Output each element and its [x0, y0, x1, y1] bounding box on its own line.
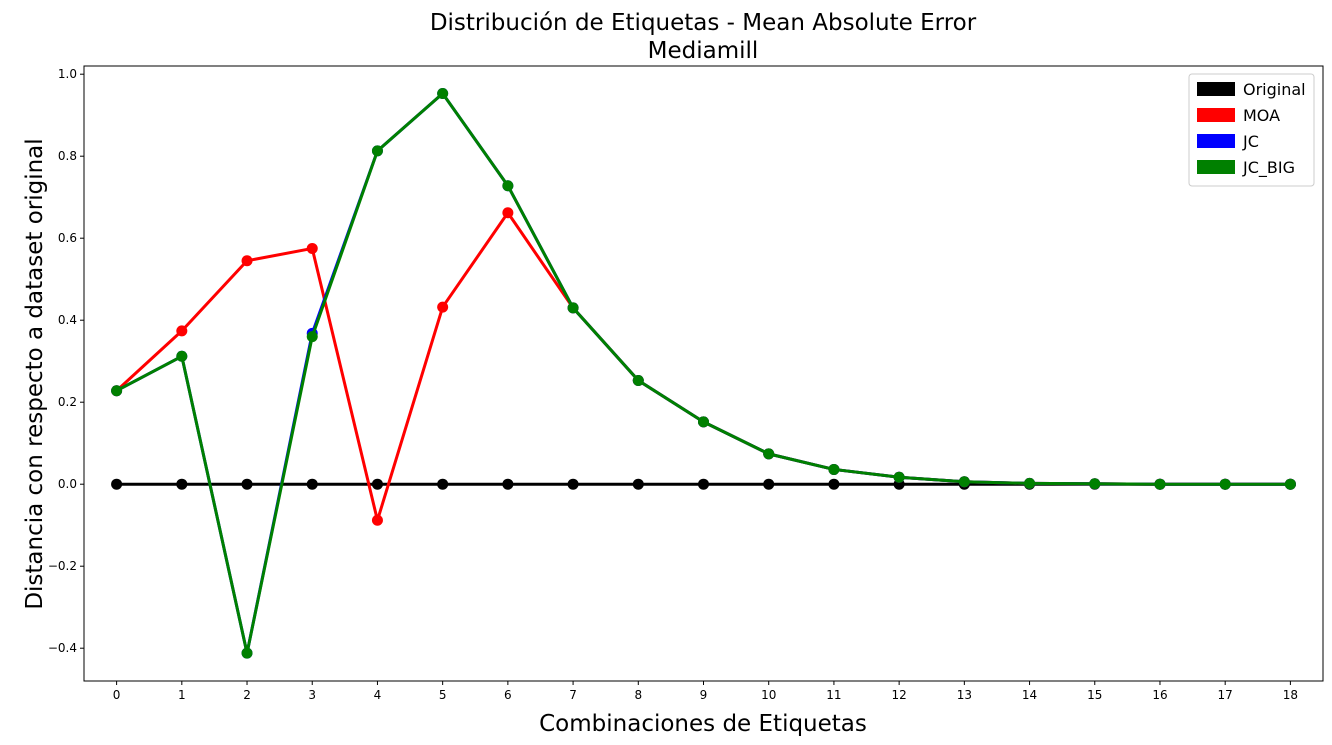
x-tick-label: 4 [374, 688, 382, 702]
y-axis-label: Distancia con respecto a dataset origina… [22, 138, 48, 609]
data-point [241, 478, 253, 490]
data-point [1284, 478, 1296, 490]
legend-swatch [1197, 134, 1235, 148]
data-point [176, 478, 188, 490]
data-point [567, 302, 579, 314]
x-tick-label: 0 [113, 688, 121, 702]
x-tick-label: 12 [891, 688, 906, 702]
x-tick-label: 18 [1283, 688, 1298, 702]
data-point [698, 478, 709, 490]
legend-item: JC_BIG [1197, 158, 1295, 178]
data-point [1089, 478, 1101, 490]
y-tick-label: 0.8 [58, 149, 77, 163]
data-point [828, 478, 840, 490]
data-point [502, 180, 514, 192]
x-tick-label: 10 [761, 688, 776, 702]
data-point [371, 514, 383, 526]
legend-label: JC_BIG [1242, 158, 1295, 178]
data-point [306, 242, 318, 254]
legend-item: MOA [1197, 106, 1280, 125]
data-point [1154, 478, 1166, 490]
y-tick-label: −0.4 [48, 641, 77, 655]
data-point [958, 476, 970, 488]
legend: Original MOA JC JC_BIG [1188, 73, 1315, 187]
data-point [502, 478, 514, 490]
legend-swatch [1197, 108, 1235, 122]
x-tick-label: 14 [1022, 688, 1037, 702]
x-tick-label: 15 [1087, 688, 1102, 702]
y-tick-label: 0.4 [58, 313, 77, 327]
legend-label: MOA [1243, 106, 1280, 125]
data-point [763, 448, 775, 460]
data-point [632, 478, 644, 490]
y-tick-label: 0.2 [58, 395, 77, 409]
x-axis: 0 1 2 3 4 5 6 7 8 9 10 11 12 13 14 15 16 17 18 [113, 681, 1298, 702]
x-tick-label: 11 [826, 688, 841, 702]
data-point [176, 350, 188, 362]
x-tick-label: 5 [439, 688, 447, 702]
legend-label: JC [1242, 132, 1259, 151]
x-tick-label: 3 [308, 688, 316, 702]
x-tick-label: 9 [700, 688, 708, 702]
x-tick-label: 2 [243, 688, 251, 702]
data-point [306, 478, 318, 490]
x-tick-label: 1 [178, 688, 186, 702]
data-point [437, 478, 449, 490]
data-point [437, 301, 449, 313]
data-point [698, 416, 709, 428]
data-point [371, 145, 383, 157]
data-point [893, 471, 905, 483]
data-point [502, 207, 514, 219]
x-tick-label: 7 [569, 688, 577, 702]
y-axis: −0.4 −0.2 0.0 0.2 0.4 0.6 0.8 1.0 [48, 67, 84, 655]
chart-subtitle: Mediamill [648, 38, 759, 64]
x-tick-label: 17 [1218, 688, 1233, 702]
data-point [567, 478, 579, 490]
series-line [115, 211, 1291, 522]
data-point [371, 478, 383, 490]
series-moa [111, 207, 1296, 526]
series-jc-big [111, 87, 1296, 659]
legend-swatch [1197, 160, 1235, 174]
x-tick-label: 6 [504, 688, 512, 702]
data-point [111, 478, 123, 490]
data-point [1024, 477, 1036, 489]
y-tick-label: 0.6 [58, 231, 77, 245]
data-point [632, 374, 644, 386]
y-tick-label: −0.2 [48, 559, 77, 573]
data-point [241, 647, 253, 659]
chart-title: Distribución de Etiquetas - Mean Absolut… [430, 10, 977, 36]
y-tick-label: 1.0 [58, 67, 77, 81]
x-axis-label: Combinaciones de Etiquetas [539, 711, 867, 737]
data-point [828, 463, 840, 475]
y-tick-label: 0.0 [58, 477, 77, 491]
legend-item: JC [1197, 132, 1259, 151]
legend-box [1188, 73, 1315, 187]
x-tick-label: 8 [634, 688, 642, 702]
data-point [241, 255, 253, 267]
plot-area [111, 87, 1296, 659]
plot-frame [83, 65, 1324, 682]
series-line [115, 91, 1291, 655]
data-point [176, 325, 188, 337]
series-jc [111, 87, 1296, 659]
x-tick-label: 16 [1152, 688, 1167, 702]
data-point [437, 87, 449, 99]
data-point [111, 385, 123, 397]
legend-label: Original [1243, 80, 1306, 99]
legend-swatch [1197, 82, 1235, 96]
legend-item: Original [1197, 80, 1306, 99]
x-tick-label: 13 [957, 688, 972, 702]
series-line [115, 91, 1291, 655]
data-point [1219, 478, 1231, 490]
data-point [763, 478, 775, 490]
data-point [306, 331, 318, 343]
